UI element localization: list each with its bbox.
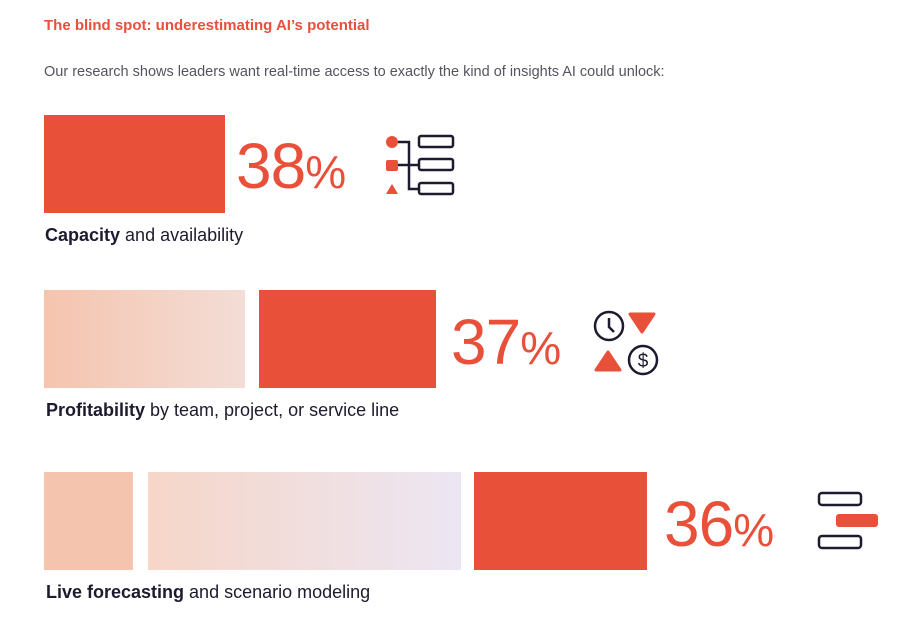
label-rest: and scenario modeling — [184, 582, 371, 602]
bar-forecasting — [474, 472, 647, 570]
percent-forecasting: 36% — [664, 492, 774, 556]
label-rest: by team, project, or service line — [145, 400, 400, 420]
percent-sign: % — [520, 322, 561, 374]
value: 38 — [236, 130, 306, 202]
subtitle: Our research shows leaders want real-tim… — [44, 64, 665, 80]
percent-sign: % — [733, 504, 774, 556]
percent-capacity: 38% — [236, 134, 346, 198]
faded-bar — [148, 472, 461, 570]
label-bold: Capacity — [45, 225, 121, 245]
label-bold: Live forecasting — [46, 582, 185, 602]
percent-profitability: 37% — [451, 310, 561, 374]
scenario-bars-icon — [817, 491, 878, 550]
percent-sign: % — [305, 146, 346, 198]
faded-bar — [44, 472, 133, 570]
org-hierarchy-icon — [386, 134, 455, 196]
label-bold: Profitability — [46, 400, 146, 420]
value: 37 — [451, 306, 521, 378]
label-rest: and availability — [120, 225, 244, 245]
bar-capacity — [44, 115, 225, 213]
time-money-icon: $ — [593, 310, 659, 376]
label-forecasting: Live forecasting and scenario modeling — [46, 582, 370, 603]
svg-text:$: $ — [638, 351, 649, 372]
faded-bar — [44, 290, 245, 388]
page-title: The blind spot: underestimating AI’s pot… — [44, 17, 370, 34]
value: 36 — [664, 488, 734, 560]
bar-profitability — [259, 290, 436, 388]
label-capacity: Capacity and availability — [45, 225, 243, 246]
label-profitability: Profitability by team, project, or servi… — [46, 400, 399, 421]
